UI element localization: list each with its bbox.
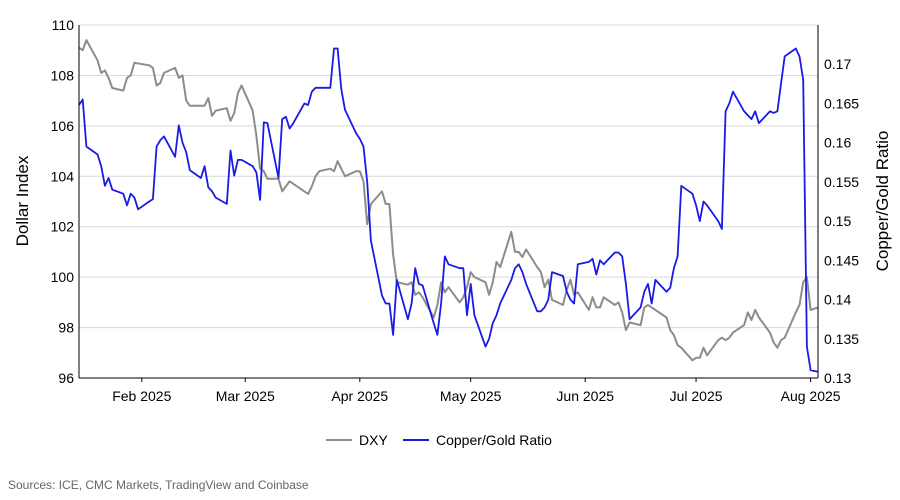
y-right-tick-label: 0.13 bbox=[824, 370, 851, 386]
y-left-tick-labels: 96 98 100 102 104 106 108 110 bbox=[51, 17, 75, 386]
source-note: Sources: ICE, CMC Markets, TradingView a… bbox=[8, 478, 309, 492]
y-right-tick-label: 0.15 bbox=[824, 213, 851, 229]
x-tick-label: Aug 2025 bbox=[781, 388, 841, 404]
y-left-tick-label: 102 bbox=[51, 219, 75, 235]
y-left-tick-label: 108 bbox=[51, 67, 75, 83]
x-tick-label: Feb 2025 bbox=[112, 388, 171, 404]
x-tick-labels: Feb 2025 Mar 2025 Apr 2025 May 2025 Jun 2025… bbox=[112, 378, 841, 404]
x-tick-label: May 2025 bbox=[440, 388, 502, 404]
y-left-tick-label: 100 bbox=[51, 269, 75, 285]
y-left-tick-label: 110 bbox=[52, 17, 75, 33]
y-left-tick-label: 98 bbox=[58, 320, 74, 336]
legend: DXY Copper/Gold Ratio bbox=[326, 432, 552, 448]
x-tick-label: Jul 2025 bbox=[670, 388, 723, 404]
y-right-tick-label: 0.155 bbox=[824, 174, 859, 190]
y-left-axis-title: Dollar Index bbox=[13, 155, 32, 246]
legend-label-dxy: DXY bbox=[359, 432, 388, 448]
series-layer bbox=[78, 39, 819, 373]
y-right-tick-label: 0.17 bbox=[824, 56, 851, 72]
series-line-copper-gold bbox=[78, 47, 819, 373]
x-tick-label: Mar 2025 bbox=[216, 388, 275, 404]
y-left-tick-label: 106 bbox=[51, 118, 75, 134]
y-right-axis-title: Copper/Gold Ratio bbox=[873, 131, 892, 272]
gridlines bbox=[79, 24, 818, 379]
y-right-tick-labels: 0.13 0.135 0.14 0.145 0.15 0.155 0.16 0.165 0.17 bbox=[824, 56, 859, 386]
legend-label-copper-gold: Copper/Gold Ratio bbox=[436, 432, 552, 448]
y-right-tick-label: 0.14 bbox=[824, 292, 851, 308]
y-right-tick-label: 0.165 bbox=[824, 95, 859, 111]
x-tick-label: Apr 2025 bbox=[331, 388, 388, 404]
y-left-tick-label: 104 bbox=[51, 168, 75, 184]
series-line-dxy bbox=[78, 39, 819, 362]
x-tick-label: Jun 2025 bbox=[556, 388, 614, 404]
y-right-tick-label: 0.145 bbox=[824, 252, 859, 268]
y-left-tick-label: 96 bbox=[58, 370, 74, 386]
y-right-tick-label: 0.16 bbox=[824, 135, 851, 151]
y-right-tick-label: 0.135 bbox=[824, 331, 859, 347]
